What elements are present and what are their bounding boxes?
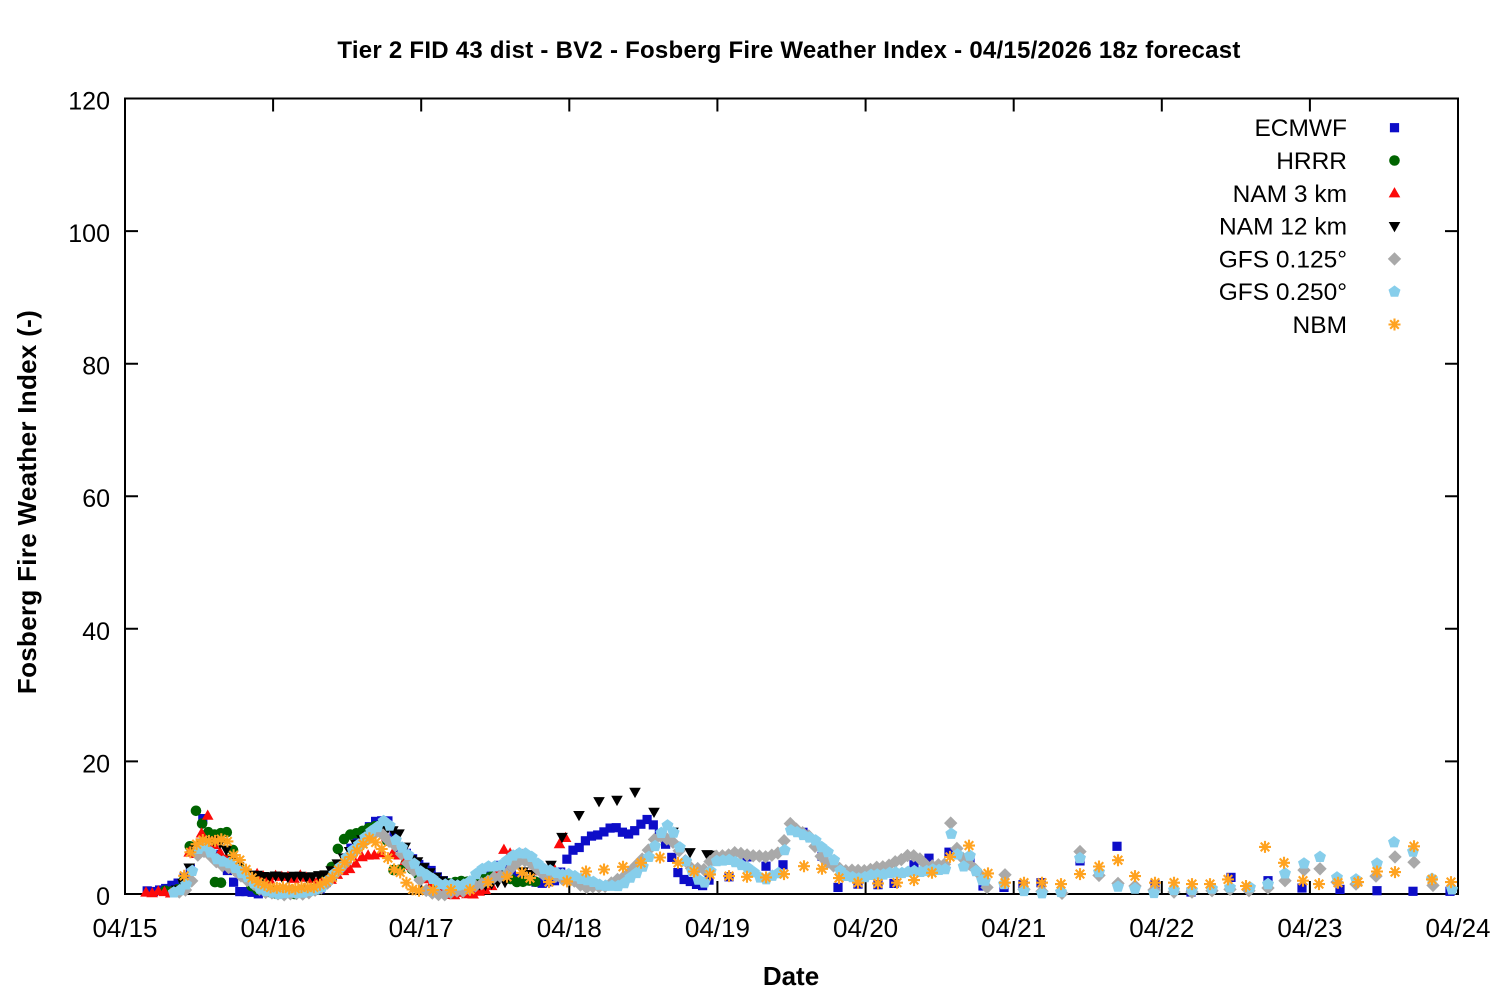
svg-text:Tier 2 FID 43 dist - BV2 - Fos: Tier 2 FID 43 dist - BV2 - Fosberg Fire … (337, 37, 1240, 64)
svg-text:04/20: 04/20 (833, 913, 898, 943)
svg-text:04/15: 04/15 (92, 913, 157, 943)
svg-text:GFS 0.250°: GFS 0.250° (1219, 279, 1347, 306)
svg-text:80: 80 (82, 353, 110, 381)
svg-text:120: 120 (68, 88, 110, 116)
svg-text:04/18: 04/18 (537, 913, 602, 943)
svg-text:04/21: 04/21 (981, 913, 1046, 943)
svg-text:0: 0 (96, 883, 110, 911)
svg-text:40: 40 (82, 618, 110, 646)
svg-text:04/19: 04/19 (685, 913, 750, 943)
svg-text:GFS 0.125°: GFS 0.125° (1219, 246, 1347, 273)
svg-text:04/22: 04/22 (1129, 913, 1194, 943)
svg-text:20: 20 (82, 750, 110, 778)
svg-text:60: 60 (82, 485, 110, 513)
svg-text:ECMWF: ECMWF (1254, 115, 1347, 142)
svg-text:Fosberg Fire Weather Index (-): Fosberg Fire Weather Index (-) (12, 310, 42, 694)
svg-text:NAM 3 km: NAM 3 km (1233, 181, 1347, 208)
svg-text:04/24: 04/24 (1425, 913, 1490, 943)
svg-text:HRRR: HRRR (1276, 148, 1347, 175)
svg-text:100: 100 (68, 220, 110, 248)
svg-text:Date: Date (763, 961, 819, 991)
svg-text:NBM: NBM (1293, 312, 1347, 339)
svg-text:NAM 12 km: NAM 12 km (1219, 214, 1347, 241)
svg-text:04/23: 04/23 (1277, 913, 1342, 943)
svg-text:04/17: 04/17 (389, 913, 454, 943)
svg-text:04/16: 04/16 (241, 913, 306, 943)
